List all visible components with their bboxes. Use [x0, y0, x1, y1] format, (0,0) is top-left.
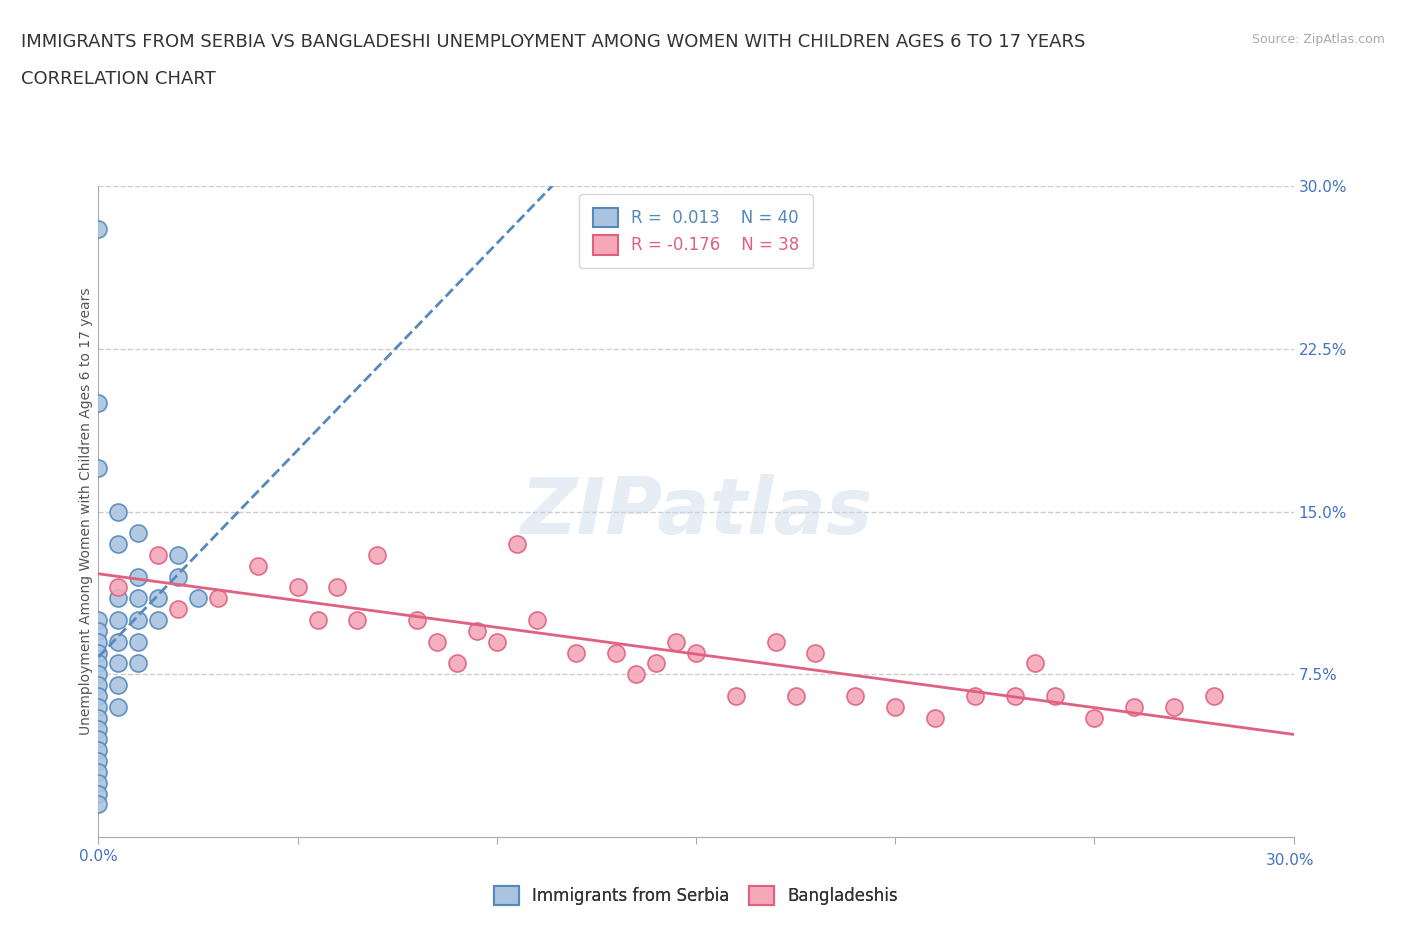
Point — [1043, 688, 1066, 703]
Point — [785, 688, 807, 703]
Point — [107, 580, 129, 595]
Point — [127, 634, 149, 649]
Point — [565, 645, 588, 660]
Point — [187, 591, 209, 605]
Text: Source: ZipAtlas.com: Source: ZipAtlas.com — [1251, 33, 1385, 46]
Point — [107, 699, 129, 714]
Point — [87, 656, 110, 671]
Point — [127, 569, 149, 584]
Point — [127, 591, 149, 605]
Point — [406, 613, 429, 628]
Point — [87, 753, 110, 768]
Point — [346, 613, 368, 628]
Text: 30.0%: 30.0% — [1267, 853, 1315, 868]
Text: CORRELATION CHART: CORRELATION CHART — [21, 70, 217, 87]
Point — [924, 711, 946, 725]
Point — [167, 602, 190, 617]
Point — [485, 634, 508, 649]
Point — [107, 591, 129, 605]
Point — [844, 688, 866, 703]
Text: ZIPatlas: ZIPatlas — [520, 473, 872, 550]
Point — [87, 764, 110, 779]
Point — [626, 667, 648, 682]
Point — [1123, 699, 1146, 714]
Point — [107, 537, 129, 551]
Point — [1202, 688, 1225, 703]
Point — [246, 558, 269, 573]
Point — [465, 623, 488, 638]
Point — [107, 634, 129, 649]
Point — [1024, 656, 1046, 671]
Point — [87, 732, 110, 747]
Text: IMMIGRANTS FROM SERBIA VS BANGLADESHI UNEMPLOYMENT AMONG WOMEN WITH CHILDREN AGE: IMMIGRANTS FROM SERBIA VS BANGLADESHI UN… — [21, 33, 1085, 50]
Point — [127, 525, 149, 540]
Point — [87, 678, 110, 693]
Point — [107, 678, 129, 693]
Point — [87, 667, 110, 682]
Point — [326, 580, 349, 595]
Point — [963, 688, 986, 703]
Point — [307, 613, 329, 628]
Point — [665, 634, 688, 649]
Point — [87, 634, 110, 649]
Point — [148, 613, 170, 628]
Point — [287, 580, 309, 595]
Point — [426, 634, 449, 649]
Point — [107, 656, 129, 671]
Point — [127, 656, 149, 671]
Point — [87, 688, 110, 703]
Point — [685, 645, 707, 660]
Point — [87, 623, 110, 638]
Point — [207, 591, 229, 605]
Point — [148, 548, 170, 563]
Point — [87, 395, 110, 410]
Point — [605, 645, 627, 660]
Point — [167, 548, 190, 563]
Point — [804, 645, 827, 660]
Point — [148, 591, 170, 605]
Point — [506, 537, 529, 551]
Point — [87, 460, 110, 475]
Point — [1163, 699, 1185, 714]
Point — [87, 222, 110, 237]
Point — [87, 776, 110, 790]
Point — [87, 786, 110, 801]
Point — [1083, 711, 1105, 725]
Point — [446, 656, 468, 671]
Point — [167, 569, 190, 584]
Legend: Immigrants from Serbia, Bangladeshis: Immigrants from Serbia, Bangladeshis — [485, 877, 907, 913]
Point — [87, 743, 110, 758]
Y-axis label: Unemployment Among Women with Children Ages 6 to 17 years: Unemployment Among Women with Children A… — [79, 287, 93, 736]
Point — [87, 613, 110, 628]
Point — [765, 634, 787, 649]
Point — [127, 613, 149, 628]
Point — [87, 645, 110, 660]
Point — [107, 504, 129, 519]
Point — [107, 613, 129, 628]
Point — [724, 688, 747, 703]
Point — [87, 797, 110, 812]
Point — [1004, 688, 1026, 703]
Point — [366, 548, 388, 563]
Point — [884, 699, 907, 714]
Point — [526, 613, 548, 628]
Point — [87, 721, 110, 736]
Point — [87, 711, 110, 725]
Point — [645, 656, 668, 671]
Point — [87, 699, 110, 714]
